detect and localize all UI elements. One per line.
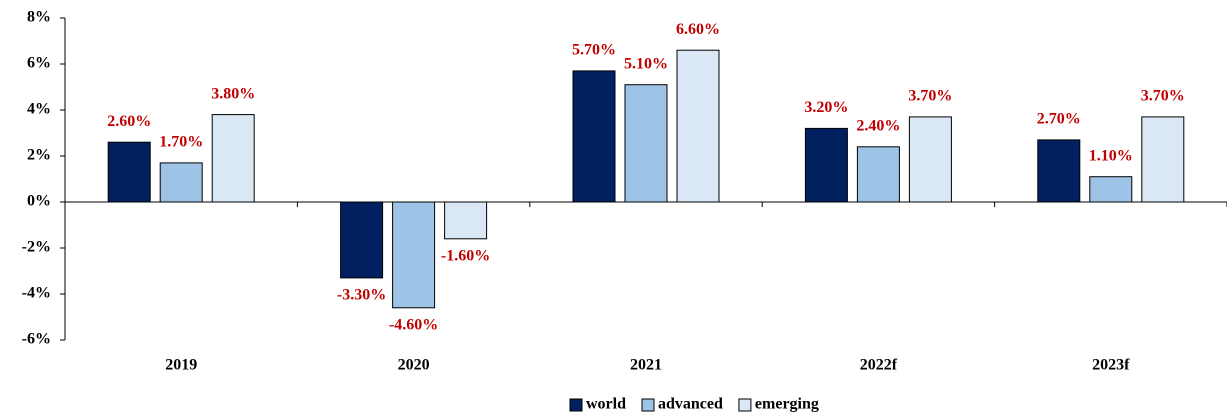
data-label: 5.70% [572, 42, 616, 59]
bar [340, 201, 384, 279]
bar [159, 162, 203, 203]
data-label: 1.70% [159, 134, 203, 151]
data-label: -4.60% [389, 316, 438, 333]
data-label: 5.10% [624, 55, 668, 72]
bar [444, 201, 488, 240]
data-label: 3.20% [804, 99, 848, 116]
x-tick-label: 2022f [860, 357, 898, 374]
bar [804, 127, 848, 203]
data-label: 3.80% [211, 85, 255, 102]
data-label: 2.70% [1037, 111, 1081, 128]
legend-label: world [586, 396, 626, 413]
bar [1089, 176, 1133, 203]
data-label: 2.40% [856, 117, 900, 134]
x-tick-label: 2019 [165, 357, 197, 374]
bar [624, 84, 668, 203]
legend-label: advanced [658, 396, 723, 413]
bar [211, 114, 255, 203]
bar [1037, 139, 1081, 203]
data-label: 2.60% [107, 113, 151, 130]
bar [392, 201, 436, 309]
data-label: -1.60% [441, 247, 490, 264]
data-label: 3.70% [1141, 88, 1185, 105]
bar [572, 70, 616, 203]
data-label: 6.60% [676, 21, 720, 38]
bar [107, 141, 151, 203]
bar [908, 116, 952, 203]
bar [1141, 116, 1185, 203]
y-tick-label: 8% [27, 9, 51, 26]
x-tick-label: 2021 [630, 357, 662, 374]
y-tick-label: -4% [22, 285, 51, 302]
y-tick-label: 6% [27, 55, 51, 72]
legend-swatch [641, 398, 655, 412]
legend-label: emerging [755, 396, 819, 413]
data-label: -3.30% [337, 287, 386, 304]
bar [676, 49, 720, 203]
bar [856, 146, 900, 203]
y-tick-label: -2% [22, 239, 51, 256]
y-tick-label: 0% [27, 193, 51, 210]
x-tick-label: 2023f [1092, 357, 1130, 374]
x-tick-label: 2020 [398, 357, 430, 374]
legend-swatch [569, 398, 583, 412]
legend-swatch [738, 398, 752, 412]
data-label: 3.70% [908, 88, 952, 105]
y-tick-label: 4% [27, 101, 51, 118]
data-label: 1.10% [1089, 147, 1133, 164]
y-tick-label: -6% [22, 331, 51, 348]
y-tick-label: 2% [27, 147, 51, 164]
